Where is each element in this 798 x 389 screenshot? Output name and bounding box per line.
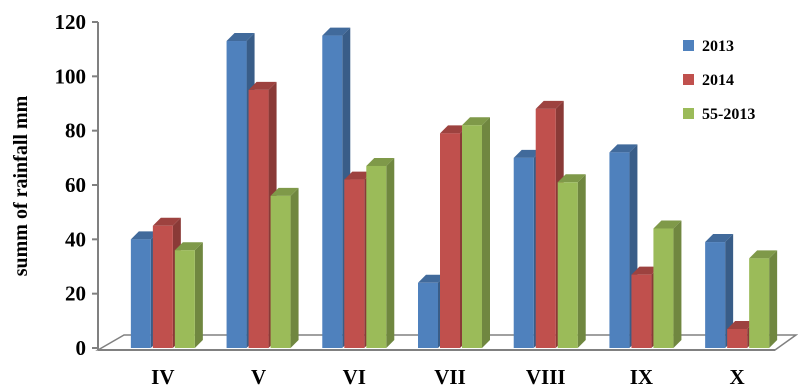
bar-top-face	[270, 187, 299, 196]
bar-front-face	[749, 258, 770, 348]
x-tick-label: IV	[151, 365, 174, 389]
bar-front-face	[418, 282, 438, 348]
y-tick-label: 80	[65, 119, 86, 143]
bar-group-VI	[322, 27, 395, 348]
x-tick-label: VII	[434, 365, 466, 389]
bar-front-face	[152, 225, 173, 348]
bar-front-face	[727, 328, 748, 348]
bars-group	[130, 27, 778, 349]
bar-top-face	[557, 174, 586, 183]
bar-side-face	[769, 250, 778, 348]
bar-55-2013-IX	[653, 220, 682, 348]
bar-55-2013-IV	[174, 242, 203, 348]
bar-front-face	[513, 157, 534, 348]
legend-item-55-2013: 55-2013	[683, 106, 755, 123]
bar-group-VIII	[513, 100, 586, 348]
bar-front-face	[174, 250, 195, 348]
bar-front-face	[366, 165, 387, 348]
bar-top-face	[749, 250, 778, 259]
bar-top-face	[653, 220, 682, 229]
bar-top-face	[513, 149, 542, 158]
x-axis-labels: IV V VI VII VIII IX X	[151, 365, 745, 389]
y-tick-label: 100	[55, 64, 87, 88]
bar-top-face	[727, 320, 756, 329]
y-tick-label: 20	[65, 282, 86, 306]
bar-side-face	[290, 187, 299, 348]
bar-front-face	[705, 242, 726, 348]
bar-top-face	[535, 100, 564, 109]
x-tick-label: IX	[630, 365, 653, 389]
bar-55-2013-VIII	[557, 174, 586, 348]
bar-top-face	[130, 231, 159, 240]
bar-front-face	[344, 179, 365, 348]
legend: 2013 2014 55-2013	[683, 38, 755, 123]
bar-front-face	[130, 239, 151, 348]
legend-label: 55-2013	[702, 106, 755, 123]
bar-top-face	[609, 144, 638, 153]
bar-group-IX	[609, 144, 682, 348]
legend-label: 2014	[702, 72, 734, 89]
bar-top-face	[440, 125, 468, 134]
bar-top-face	[344, 171, 373, 180]
bar-side-face	[725, 234, 734, 348]
y-axis: 0 20 40 60 80 100 120	[55, 10, 99, 360]
bar-group-IV	[130, 217, 203, 348]
bar-55-2013-V	[270, 187, 299, 348]
bar-front-face	[248, 89, 269, 349]
legend-swatch	[683, 108, 694, 119]
bar-top-face	[174, 242, 203, 251]
bar-group-VII	[418, 117, 490, 348]
x-tick-label: V	[251, 365, 266, 389]
legend-label: 2013	[702, 38, 734, 55]
bar-top-face	[631, 266, 660, 275]
bar-top-face	[366, 157, 395, 166]
x-tick-label: X	[730, 365, 745, 389]
bar-side-face	[194, 242, 203, 348]
bar-front-face	[270, 195, 291, 348]
bar-front-face	[653, 228, 674, 348]
y-tick-label: 0	[76, 336, 87, 360]
bar-front-face	[535, 108, 556, 348]
bar-front-face	[609, 152, 630, 348]
bar-top-face	[248, 81, 277, 90]
bar-top-face	[462, 117, 490, 126]
bar-55-2013-X	[749, 250, 778, 348]
bar-top-face	[322, 27, 351, 36]
legend-swatch	[683, 74, 694, 85]
legend-item-2013: 2013	[683, 38, 734, 55]
bar-front-face	[322, 35, 343, 348]
bar-front-face	[557, 182, 578, 348]
bar-top-face	[226, 33, 255, 42]
bar-group-V	[226, 33, 299, 349]
bar-55-2013-VI	[366, 157, 395, 348]
y-axis-title: summ of rainfall mm	[10, 95, 32, 276]
bar-group-X	[705, 234, 778, 348]
bar-top-face	[418, 274, 446, 283]
bar-front-face	[226, 41, 247, 349]
bar-55-2013-VII	[462, 117, 490, 348]
bar-side-face	[673, 220, 682, 348]
bar-front-face	[440, 133, 460, 348]
y-tick-label: 120	[55, 10, 87, 34]
bar-top-face	[705, 234, 734, 243]
bar-front-face	[462, 125, 482, 348]
bar-side-face	[386, 157, 395, 348]
y-tick-label: 40	[65, 227, 86, 251]
bar-side-face	[577, 174, 586, 348]
y-tick-label: 60	[65, 173, 86, 197]
legend-swatch	[683, 40, 694, 51]
bar-side-face	[482, 117, 490, 348]
legend-item-2014: 2014	[683, 72, 734, 89]
bar-front-face	[631, 274, 652, 348]
bar-2013-X	[705, 234, 734, 348]
x-tick-label: VIII	[526, 365, 566, 389]
bar-top-face	[152, 217, 181, 226]
x-tick-label: VI	[343, 365, 366, 389]
